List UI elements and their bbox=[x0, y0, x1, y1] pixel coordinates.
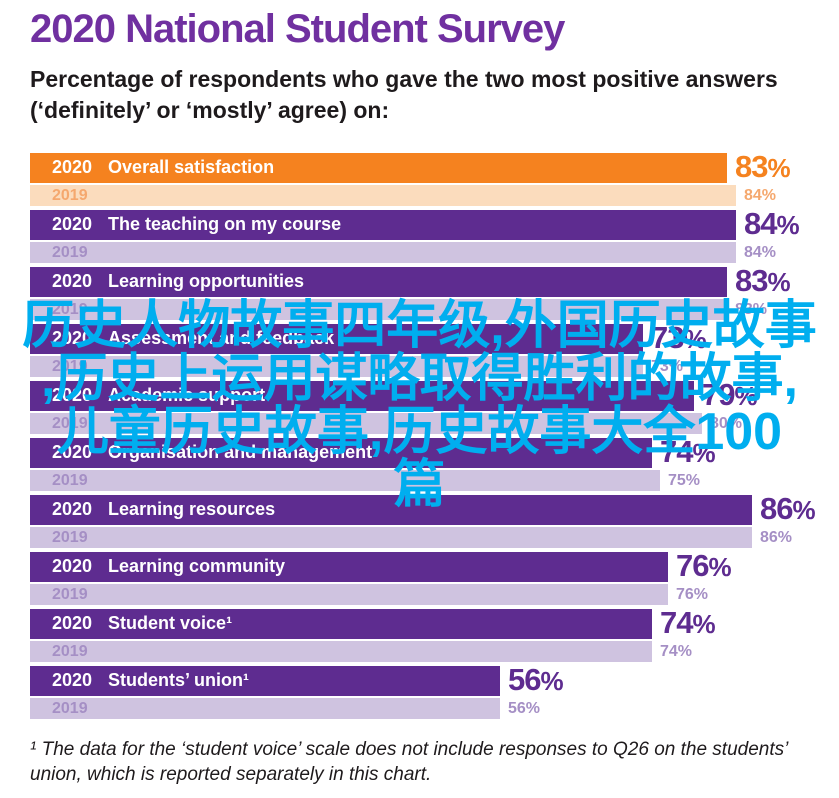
bar-2020: 2020 Learning community bbox=[30, 551, 668, 582]
bar-category-label: Organisation and management bbox=[108, 442, 373, 462]
bar-category-label: Overall satisfaction bbox=[108, 157, 275, 177]
bar-2019: 2019 bbox=[30, 242, 736, 263]
series-year-label: 2019 bbox=[52, 471, 88, 489]
bar-value-2020: 84% bbox=[744, 206, 800, 241]
bar-category-label: Learning resources bbox=[108, 499, 276, 519]
bar-2019: 2019 bbox=[30, 470, 660, 491]
percent-sign: % bbox=[767, 153, 790, 183]
series-year-label: 2019 bbox=[52, 243, 88, 261]
series-year-label: 2019 bbox=[52, 357, 88, 375]
series-year-label: 2019 bbox=[52, 699, 88, 717]
series-year-label: 2020 bbox=[52, 328, 93, 348]
subtitle-line-1: Percentage of respondents who gave the t… bbox=[30, 66, 778, 92]
bar-group: 2020 Student voice¹ 74% 2019 74% bbox=[30, 605, 820, 662]
bar-2019: 2019 bbox=[30, 299, 727, 320]
bar-chart: 2020 Overall satisfaction 83% 2019 84% 2020 Th… bbox=[30, 149, 820, 722]
series-year-label: 2020 bbox=[52, 157, 93, 177]
bar-value-2020: 73% bbox=[651, 320, 707, 355]
bar-category-label: Learning community bbox=[108, 556, 286, 576]
bar-2019: 2019 bbox=[30, 698, 500, 719]
bar-2019: 2019 bbox=[30, 641, 652, 662]
bar-group: 2020 Learning resources 86% 2019 86% bbox=[30, 491, 820, 548]
bar-group: 2020 Academic support 79% 2019 80% bbox=[30, 377, 820, 434]
percent-sign: % bbox=[792, 495, 815, 525]
chart-subtitle: Percentage of respondents who gave the t… bbox=[30, 64, 809, 126]
bar-value-2019: 86% bbox=[760, 529, 793, 546]
bar-2020: 2020 Students’ union¹ bbox=[30, 665, 500, 696]
bar-2020: 2020 Assessment and feedback bbox=[30, 323, 643, 354]
series-year-label: 2020 bbox=[52, 442, 93, 462]
percent-sign: % bbox=[776, 210, 799, 240]
bar-value-2019: 76% bbox=[676, 586, 709, 603]
bar-value-2020: 79% bbox=[702, 377, 758, 412]
series-year-label: 2020 bbox=[52, 214, 93, 234]
bar-value-2020: 56% bbox=[508, 662, 564, 697]
series-year-label: 2020 bbox=[52, 271, 93, 291]
series-year-label: 2020 bbox=[52, 556, 93, 576]
bar-value-2020: 83% bbox=[735, 263, 791, 298]
bar-value-2020: 76% bbox=[676, 548, 732, 583]
bar-group: 2020 Organisation and management 74% 2019 75… bbox=[30, 434, 820, 491]
bar-2020: 2020 The teaching on my course bbox=[30, 209, 736, 240]
bar-category-label: Students’ union¹ bbox=[108, 670, 250, 690]
bar-value-2019: 75% bbox=[668, 472, 701, 489]
series-year-label: 2020 bbox=[52, 613, 93, 633]
bar-group: 2020 Students’ union¹ 56% 2019 56% bbox=[30, 662, 820, 719]
percent-sign: % bbox=[734, 381, 757, 411]
bar-value-2020: 86% bbox=[760, 491, 816, 526]
series-year-label: 2019 bbox=[52, 528, 88, 546]
percent-sign: % bbox=[683, 324, 706, 354]
bar-2020: 2020 Academic support bbox=[30, 380, 694, 411]
bar-value-2020: 74% bbox=[660, 605, 716, 640]
bar-value-2019: 83% bbox=[735, 301, 768, 318]
series-year-label: 2019 bbox=[52, 585, 88, 603]
series-year-label: 2019 bbox=[52, 300, 88, 318]
bar-2020: 2020 Learning resources bbox=[30, 494, 752, 525]
series-year-label: 2020 bbox=[52, 499, 93, 519]
percent-sign: % bbox=[692, 609, 715, 639]
bar-group: 2020 Learning community 76% 2019 76% bbox=[30, 548, 820, 605]
header: 2020 National Student Survey Percentage … bbox=[0, 0, 839, 126]
bar-value-2020: 74% bbox=[660, 434, 716, 469]
footnote: ¹ The data for the ‘student voice’ scale… bbox=[30, 739, 788, 785]
percent-sign: % bbox=[767, 267, 790, 297]
series-year-label: 2019 bbox=[52, 642, 88, 660]
bar-2019: 2019 bbox=[30, 413, 702, 434]
series-year-label: 2019 bbox=[52, 186, 88, 204]
bar-value-2020: 83% bbox=[735, 149, 791, 184]
bar-2019: 2019 bbox=[30, 584, 668, 605]
bar-group: 2020 Overall satisfaction 83% 2019 84% bbox=[30, 149, 820, 206]
bar-2020: 2020 Student voice¹ bbox=[30, 608, 652, 639]
bar-group: 2020 Assessment and feedback 73% 2019 73% bbox=[30, 320, 820, 377]
bar-value-2019: 80% bbox=[710, 415, 743, 432]
bar-2019: 2019 bbox=[30, 527, 752, 548]
bar-category-label: Student voice¹ bbox=[108, 613, 233, 633]
bar-category-label: Assessment and feedback bbox=[108, 328, 335, 348]
percent-sign: % bbox=[708, 552, 731, 582]
bar-2020: 2020 Organisation and management bbox=[30, 437, 652, 468]
percent-sign: % bbox=[692, 438, 715, 468]
subtitle-line-2: (‘definitely’ or ‘mostly’ agree) on: bbox=[30, 97, 390, 124]
series-year-label: 2020 bbox=[52, 385, 93, 405]
bar-value-2019: 73% bbox=[651, 358, 684, 375]
bar-category-label: Learning opportunities bbox=[108, 271, 305, 291]
bar-2019: 2019 bbox=[30, 356, 643, 377]
bar-value-2019: 74% bbox=[660, 643, 693, 660]
bar-2020: 2020 Learning opportunities bbox=[30, 266, 727, 297]
bar-group: 2020 The teaching on my course 84% 2019 84% bbox=[30, 206, 820, 263]
bar-value-2019: 84% bbox=[744, 244, 777, 261]
page-title: 2020 National Student Survey bbox=[30, 7, 565, 51]
bar-value-2019: 56% bbox=[508, 700, 541, 717]
bar-category-label: Academic support bbox=[108, 385, 266, 405]
bar-2019: 2019 bbox=[30, 185, 736, 206]
bar-group: 2020 Learning opportunities 83% 2019 83% bbox=[30, 263, 820, 320]
bar-2020: 2020 Overall satisfaction bbox=[30, 152, 727, 183]
series-year-label: 2020 bbox=[52, 670, 93, 690]
percent-sign: % bbox=[540, 666, 563, 696]
series-year-label: 2019 bbox=[52, 414, 88, 432]
bar-category-label: The teaching on my course bbox=[108, 214, 342, 234]
bar-value-2019: 84% bbox=[744, 187, 777, 204]
